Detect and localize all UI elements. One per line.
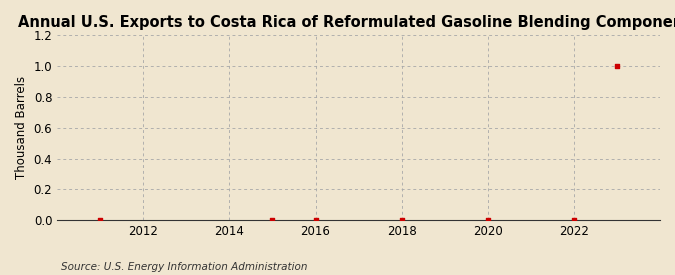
Title: Annual U.S. Exports to Costa Rica of Reformulated Gasoline Blending Components: Annual U.S. Exports to Costa Rica of Ref… [18, 15, 675, 30]
Point [95, 218, 105, 222]
Text: Source: U.S. Energy Information Administration: Source: U.S. Energy Information Administ… [61, 262, 307, 272]
Point [483, 218, 493, 222]
Point [612, 64, 622, 68]
Point [568, 218, 579, 222]
Y-axis label: Thousand Barrels: Thousand Barrels [15, 76, 28, 179]
Point [396, 218, 407, 222]
Point [310, 218, 321, 222]
Point [267, 218, 278, 222]
